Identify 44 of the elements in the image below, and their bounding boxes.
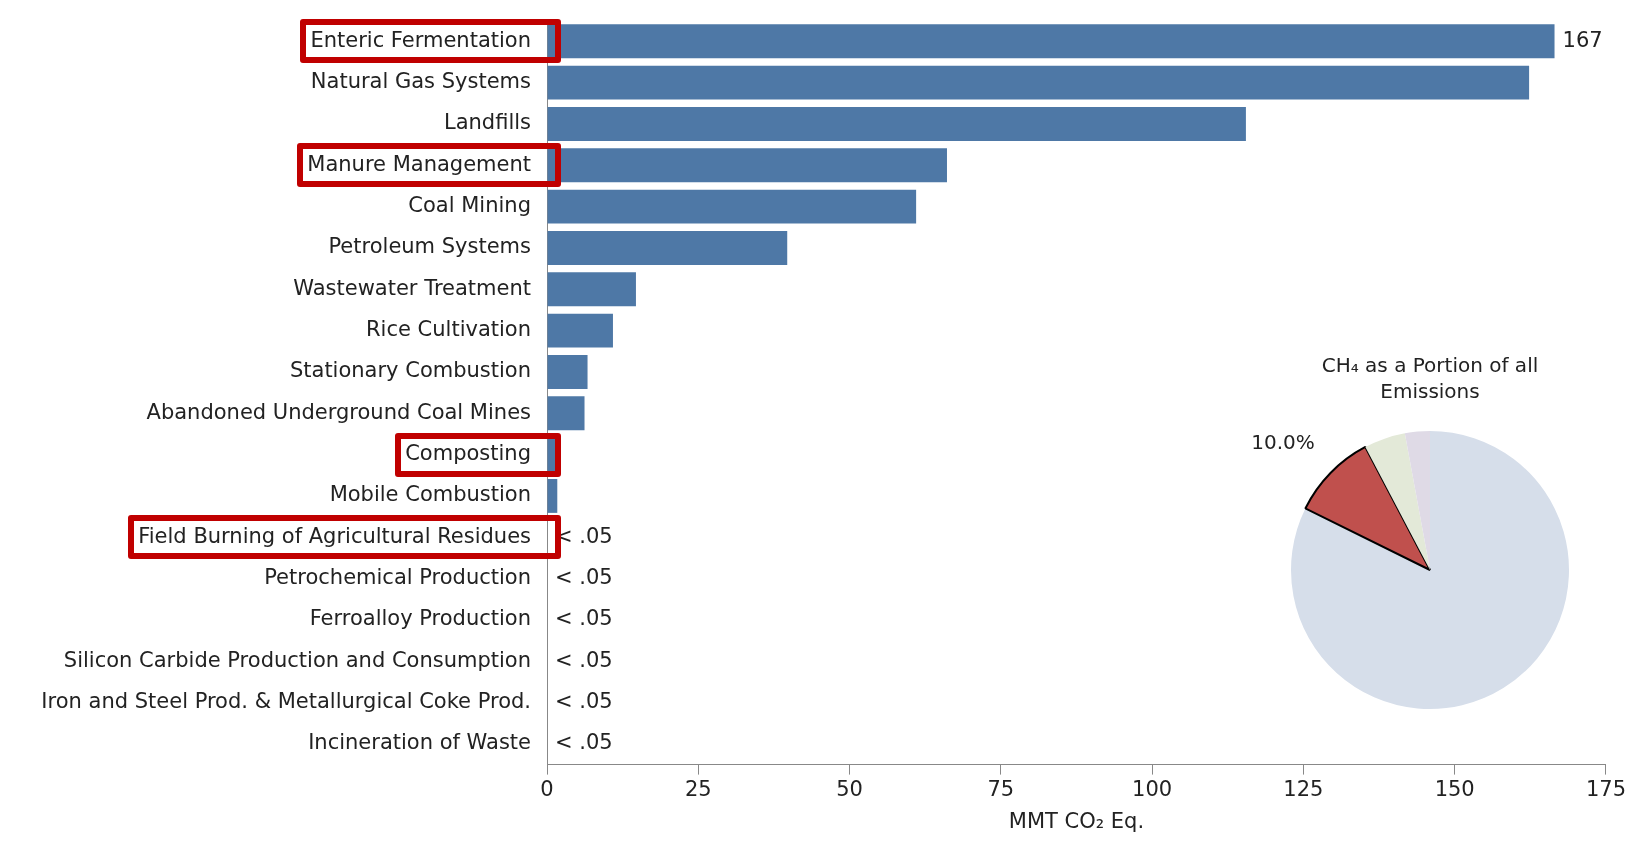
data-label: < .05	[555, 730, 613, 755]
data-label: 167	[1562, 27, 1603, 52]
bar	[547, 106, 1246, 141]
y-tick-label: Iron and Steel Prod. & Metallurgical Coke Prod.	[41, 689, 531, 714]
y-tick-label: Incineration of Waste	[308, 730, 531, 755]
y-tick-label: Rice Cultivation	[366, 317, 531, 342]
bar	[547, 478, 558, 513]
x-tick-label: 150	[1434, 776, 1475, 801]
bar	[547, 396, 585, 431]
x-tick-label: 50	[836, 776, 863, 801]
y-tick-label: Field Burning of Agricultural Residues	[138, 523, 531, 548]
y-tick-label: Stationary Combustion	[289, 358, 531, 383]
y-tick-label: Coal Mining	[408, 193, 531, 218]
data-label: < .05	[555, 565, 613, 590]
data-label: < .05	[555, 689, 613, 714]
bar	[547, 313, 613, 348]
x-tick-label: 125	[1283, 776, 1324, 801]
bar	[547, 272, 636, 307]
bar	[547, 65, 1530, 100]
data-label: < .05	[555, 606, 613, 631]
y-tick-label: Wastewater Treatment	[293, 275, 531, 300]
x-tick-label: 0	[540, 776, 554, 801]
x-tick-label: 25	[684, 776, 712, 801]
y-tick-label: Petroleum Systems	[328, 234, 531, 259]
y-tick-label: Enteric Fermentation	[310, 27, 531, 52]
y-tick-label: Manure Management	[307, 151, 531, 176]
y-tick-label: Abandoned Underground Coal Mines	[146, 399, 531, 424]
bar	[547, 354, 588, 389]
x-tick-label: 100	[1132, 776, 1173, 801]
x-tick-label: 175	[1585, 776, 1627, 801]
bar	[547, 230, 788, 265]
data-label: < .05	[555, 647, 613, 672]
data-label: 10.0%	[1251, 429, 1315, 454]
y-tick-label: Composting	[405, 441, 531, 466]
y-tick-label: Landfills	[443, 110, 531, 135]
y-tick-label: Ferroalloy Production	[309, 606, 531, 631]
x-axis-title: MMT CO₂ Eq.	[1008, 808, 1145, 833]
x-tick-label: 75	[987, 776, 1015, 801]
y-tick-label: Petrochemical Production	[264, 565, 531, 590]
bar	[547, 189, 917, 224]
chart-title: CH₄ as a Portion of all Emissions	[1320, 352, 1540, 404]
y-tick-label: Silicon Carbide Production and Consumption	[63, 647, 531, 672]
y-tick-label: Mobile Combustion	[329, 482, 531, 507]
y-tick-label: Natural Gas Systems	[310, 69, 531, 94]
